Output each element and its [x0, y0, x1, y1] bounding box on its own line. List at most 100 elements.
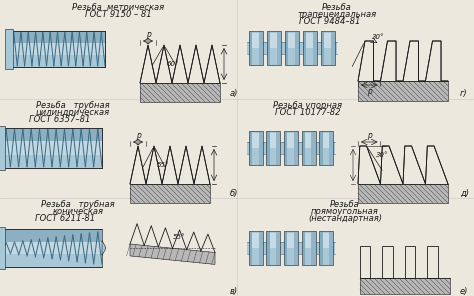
Text: p: p: [367, 87, 372, 96]
Polygon shape: [383, 246, 392, 278]
Bar: [329, 231, 333, 265]
Bar: [247, 142, 335, 154]
Bar: [276, 131, 281, 165]
Bar: [284, 131, 298, 165]
Bar: [360, 278, 450, 294]
Bar: [2, 128, 102, 141]
Text: ГОСТ 6211-81: ГОСТ 6211-81: [35, 214, 95, 223]
Bar: [252, 33, 259, 48]
Bar: [140, 83, 220, 102]
Bar: [303, 31, 317, 65]
Bar: [266, 231, 270, 265]
Bar: [259, 31, 263, 65]
Bar: [306, 33, 313, 48]
Text: прямоугольная: прямоугольная: [311, 207, 379, 216]
Bar: [266, 131, 270, 165]
Text: 55°: 55°: [173, 234, 185, 240]
Text: Резьба: Резьба: [330, 200, 360, 209]
Bar: [313, 31, 317, 65]
Text: (нестандартная): (нестандартная): [308, 214, 382, 223]
Bar: [259, 131, 263, 165]
Bar: [329, 131, 333, 165]
Bar: [301, 131, 316, 165]
Text: в): в): [230, 287, 238, 296]
Bar: [319, 131, 323, 165]
Polygon shape: [130, 146, 210, 184]
Bar: [10, 43, 105, 55]
Bar: [323, 233, 329, 248]
Polygon shape: [360, 246, 370, 278]
Bar: [2, 242, 102, 254]
Text: коническая: коническая: [53, 207, 103, 216]
Bar: [319, 231, 333, 265]
Bar: [311, 231, 316, 265]
Bar: [10, 31, 105, 43]
Bar: [267, 31, 270, 65]
Bar: [287, 133, 294, 148]
Bar: [0, 227, 5, 269]
Text: Резьба   трубная: Резьба трубная: [41, 200, 115, 209]
Bar: [324, 33, 331, 48]
Text: д): д): [460, 189, 469, 198]
Polygon shape: [140, 45, 220, 83]
Bar: [305, 133, 311, 148]
Polygon shape: [102, 240, 106, 256]
Bar: [259, 231, 263, 265]
Text: 55°: 55°: [156, 162, 169, 168]
Text: ГОСТ 9150 – 81: ГОСТ 9150 – 81: [85, 10, 151, 19]
Bar: [321, 31, 324, 65]
Bar: [0, 126, 5, 170]
Bar: [284, 231, 287, 265]
Text: p: p: [367, 131, 372, 140]
Bar: [266, 131, 281, 165]
Bar: [247, 242, 335, 254]
Bar: [249, 231, 263, 265]
Bar: [358, 81, 448, 101]
Bar: [270, 133, 276, 148]
Text: p: p: [136, 131, 140, 140]
Bar: [252, 233, 259, 248]
Bar: [10, 31, 105, 67]
Polygon shape: [358, 146, 448, 184]
Bar: [323, 133, 329, 148]
Polygon shape: [428, 246, 438, 278]
Bar: [249, 131, 263, 165]
Bar: [284, 231, 298, 265]
Text: Резьба  метрическая: Резьба метрическая: [72, 3, 164, 12]
Bar: [270, 233, 276, 248]
Text: цилиндрическая: цилиндрическая: [36, 108, 110, 117]
Bar: [331, 31, 335, 65]
Bar: [277, 31, 281, 65]
Text: 30°: 30°: [372, 34, 384, 40]
Polygon shape: [405, 246, 415, 278]
Bar: [301, 131, 305, 165]
Bar: [305, 233, 311, 248]
Bar: [319, 131, 333, 165]
Bar: [247, 42, 337, 54]
Bar: [294, 131, 298, 165]
Bar: [276, 231, 281, 265]
Text: трапецеидальная: трапецеидальная: [298, 10, 376, 19]
Text: ГОСТ 10177-82: ГОСТ 10177-82: [275, 108, 341, 117]
Bar: [303, 31, 306, 65]
Bar: [319, 231, 323, 265]
Bar: [284, 131, 287, 165]
Bar: [2, 141, 102, 155]
Bar: [252, 133, 259, 148]
Bar: [2, 229, 102, 242]
Bar: [321, 31, 335, 65]
Bar: [130, 184, 210, 203]
Text: 60°: 60°: [166, 61, 179, 67]
Bar: [249, 231, 252, 265]
Text: Резьба упорная: Резьба упорная: [273, 101, 343, 110]
Bar: [249, 31, 252, 65]
Bar: [2, 128, 102, 168]
Text: г): г): [460, 89, 468, 98]
Bar: [285, 31, 299, 65]
Bar: [287, 233, 294, 248]
Bar: [295, 31, 299, 65]
Text: p: p: [146, 30, 150, 39]
Bar: [285, 31, 288, 65]
Text: 30°: 30°: [375, 152, 388, 158]
Text: е): е): [460, 287, 468, 296]
